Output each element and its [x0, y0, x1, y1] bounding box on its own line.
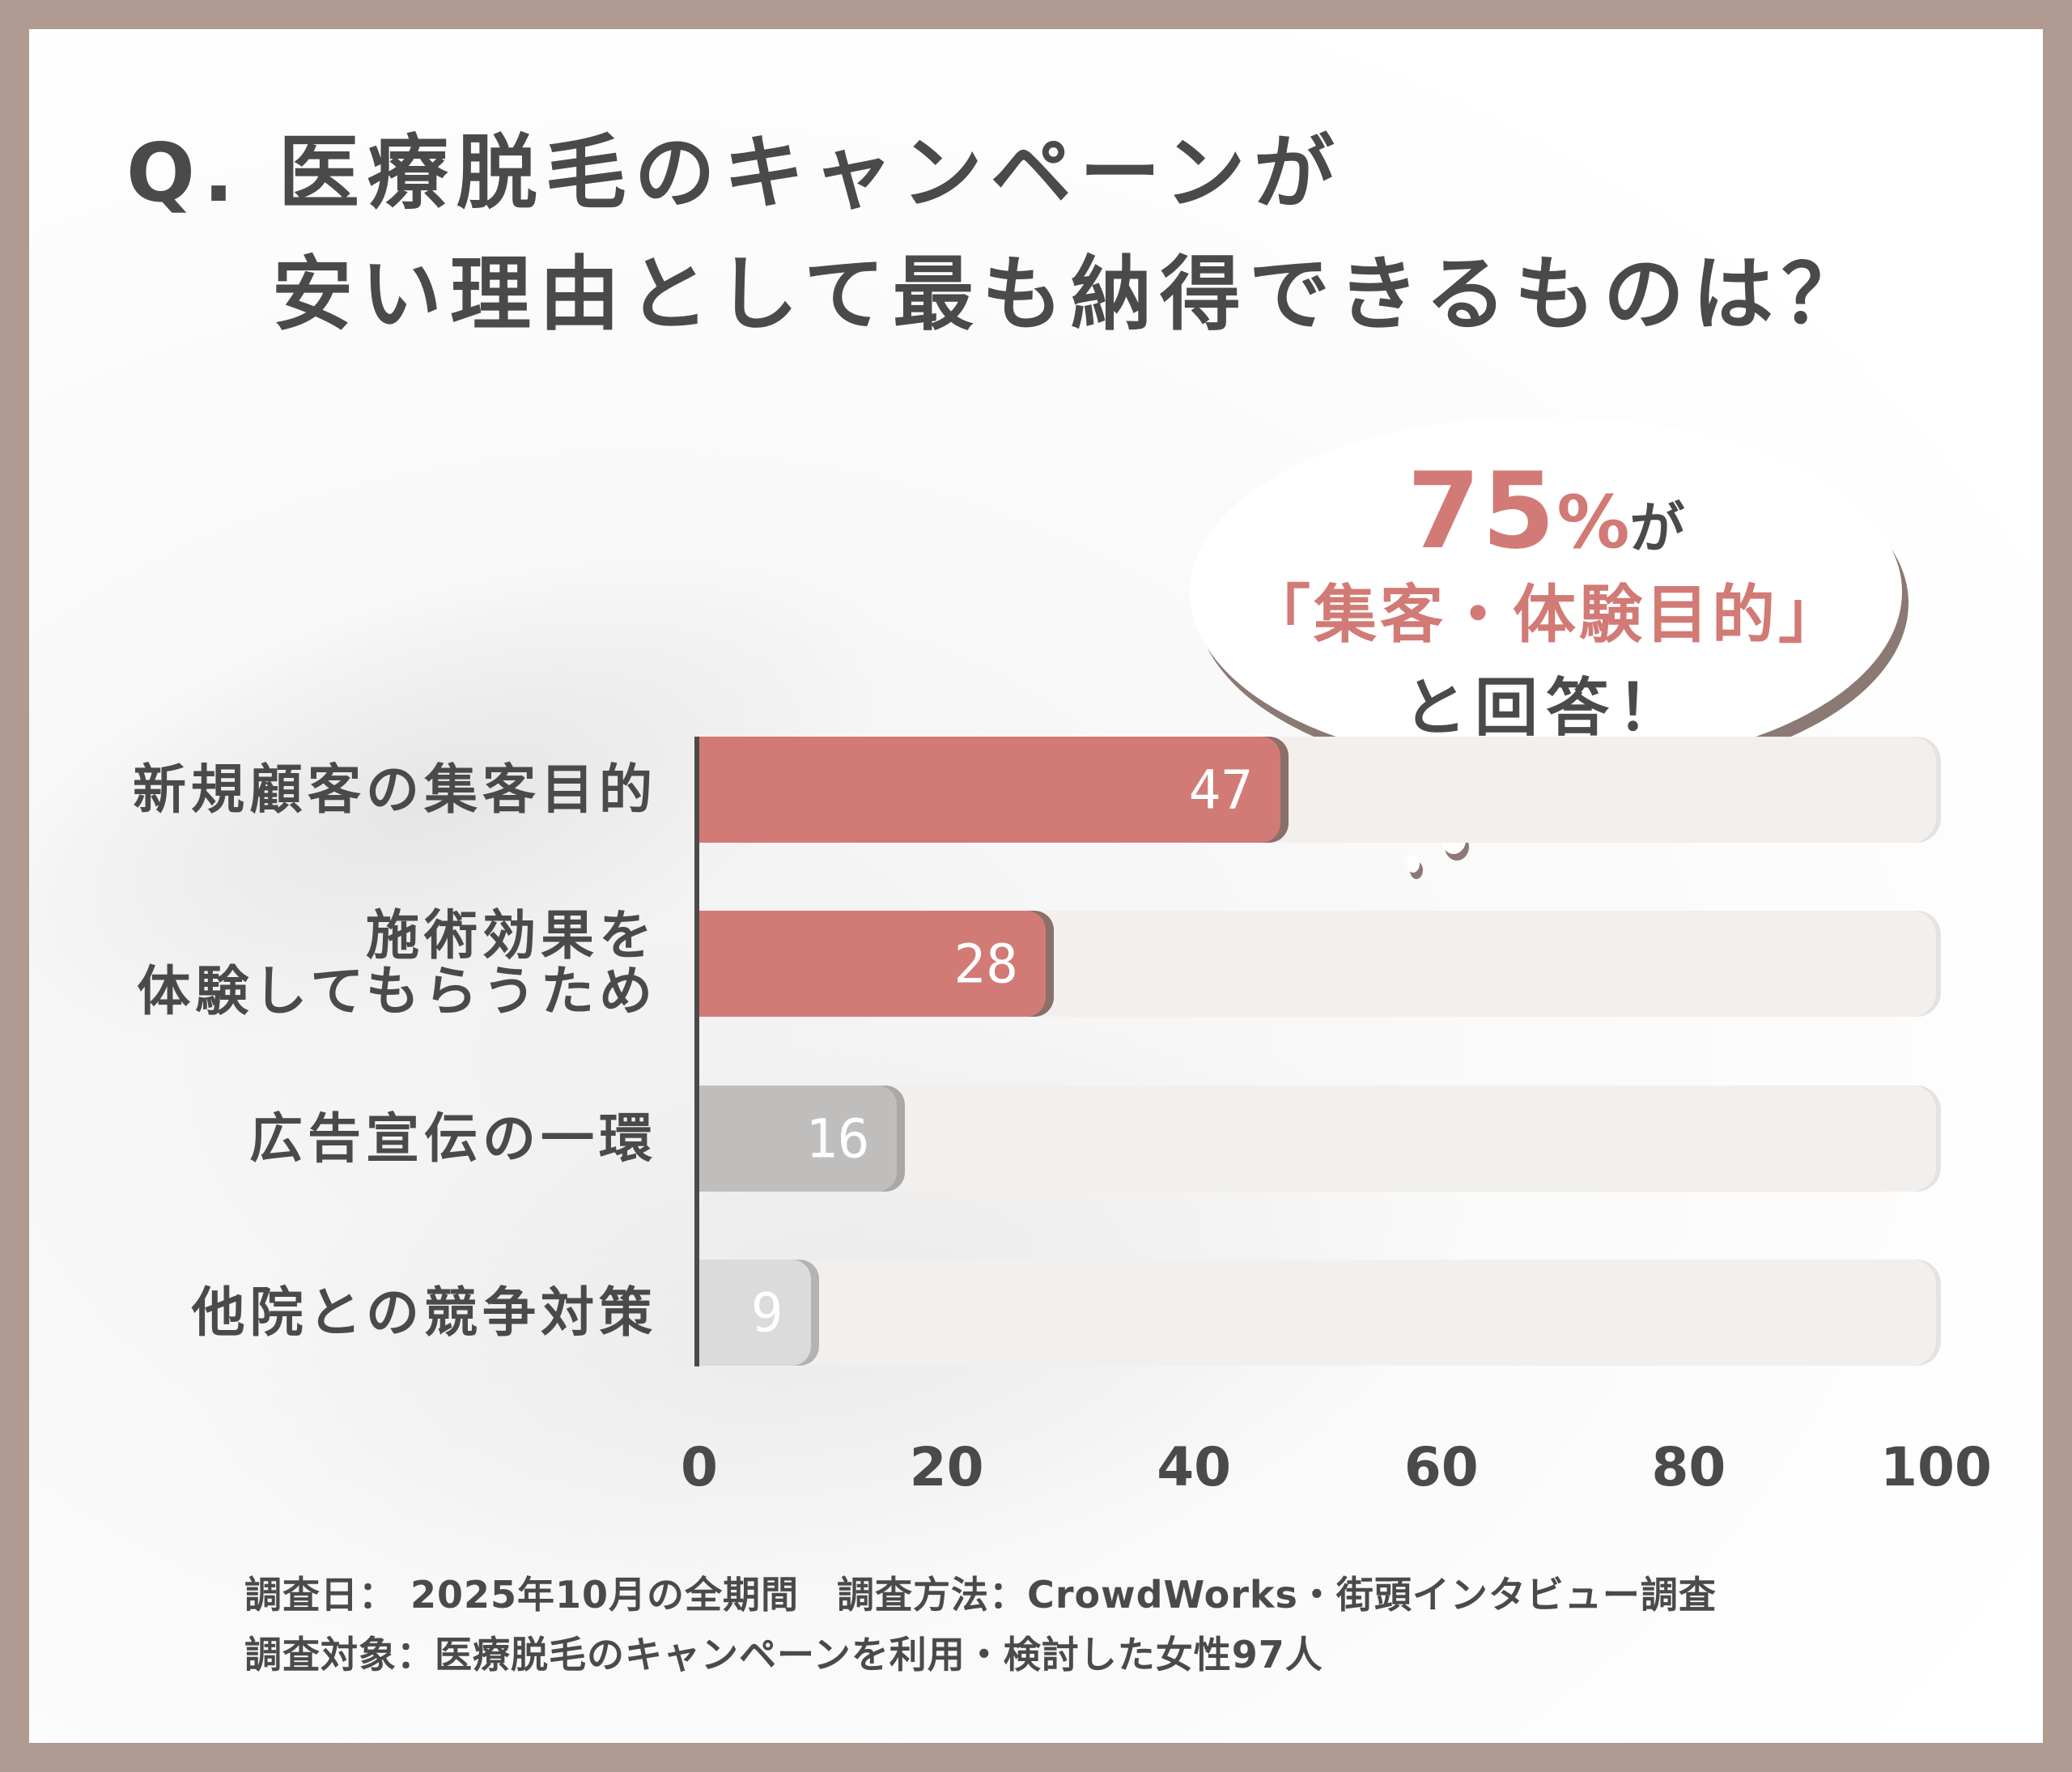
bar: 47	[699, 737, 1281, 843]
bar-value-label: 16	[805, 1107, 870, 1170]
x-tick-label: 0	[681, 1436, 718, 1498]
question-title-line2: 安い理由として最も納得できるものは？	[272, 247, 1870, 342]
bar: 28	[699, 911, 1046, 1017]
callout-percent-line: 75%が	[1190, 458, 1902, 563]
survey-info-line1: 調査日： 2025年10月の全期間 調査方法：CrowdWorks・街頭インタビ…	[244, 1573, 1717, 1617]
category-label-line: 体験してもらうため	[137, 960, 657, 1023]
callout-particle: が	[1629, 497, 1685, 561]
y-axis-line	[694, 737, 699, 1366]
callout-percent-sign: %	[1556, 480, 1630, 565]
bar-track	[699, 1086, 1936, 1192]
bar-value-label: 28	[953, 933, 1018, 995]
category-label: 広告宣伝の一環	[249, 1107, 657, 1170]
bar: 16	[699, 1086, 898, 1192]
speech-bubble	[1190, 418, 1902, 766]
category-label-line: 新規顧客の集客目的	[133, 758, 657, 821]
callout-closing: と回答！	[1403, 672, 1688, 745]
x-tick-label: 20	[909, 1436, 984, 1498]
callout-big-number: 75	[1407, 449, 1557, 572]
bar-value-label: 47	[1188, 759, 1254, 821]
category-label-line: 広告宣伝の一環	[249, 1107, 657, 1170]
bar-track	[699, 1260, 1936, 1366]
question-title-line1: Q. 医療脱毛のキャンペーンが	[126, 125, 1343, 220]
category-label: 施術効果を 体験してもらうため	[137, 907, 657, 1020]
category-label-line: 施術効果を	[366, 904, 657, 967]
x-tick-label: 80	[1651, 1436, 1726, 1498]
thought-dot-small	[1407, 855, 1420, 873]
x-tick-label: 100	[1880, 1436, 1992, 1498]
infographic-card: Q. 医療脱毛のキャンペーンが 安い理由として最も納得できるものは？ 75%が …	[29, 29, 2043, 1743]
bar-value-label: 9	[750, 1281, 783, 1344]
survey-info-line2: 調査対象：医療脱毛のキャンペーンを利用・検討した女性97人	[244, 1633, 1323, 1676]
bar: 9	[699, 1260, 811, 1366]
x-tick-label: 40	[1157, 1436, 1232, 1498]
callout-highlight: 「集客・体験目的」	[1246, 579, 1845, 652]
category-label: 他院との競争対策	[191, 1281, 657, 1344]
x-tick-label: 60	[1403, 1436, 1479, 1498]
category-label-line: 他院との競争対策	[191, 1281, 657, 1344]
category-label: 新規顧客の集客目的	[133, 758, 657, 821]
